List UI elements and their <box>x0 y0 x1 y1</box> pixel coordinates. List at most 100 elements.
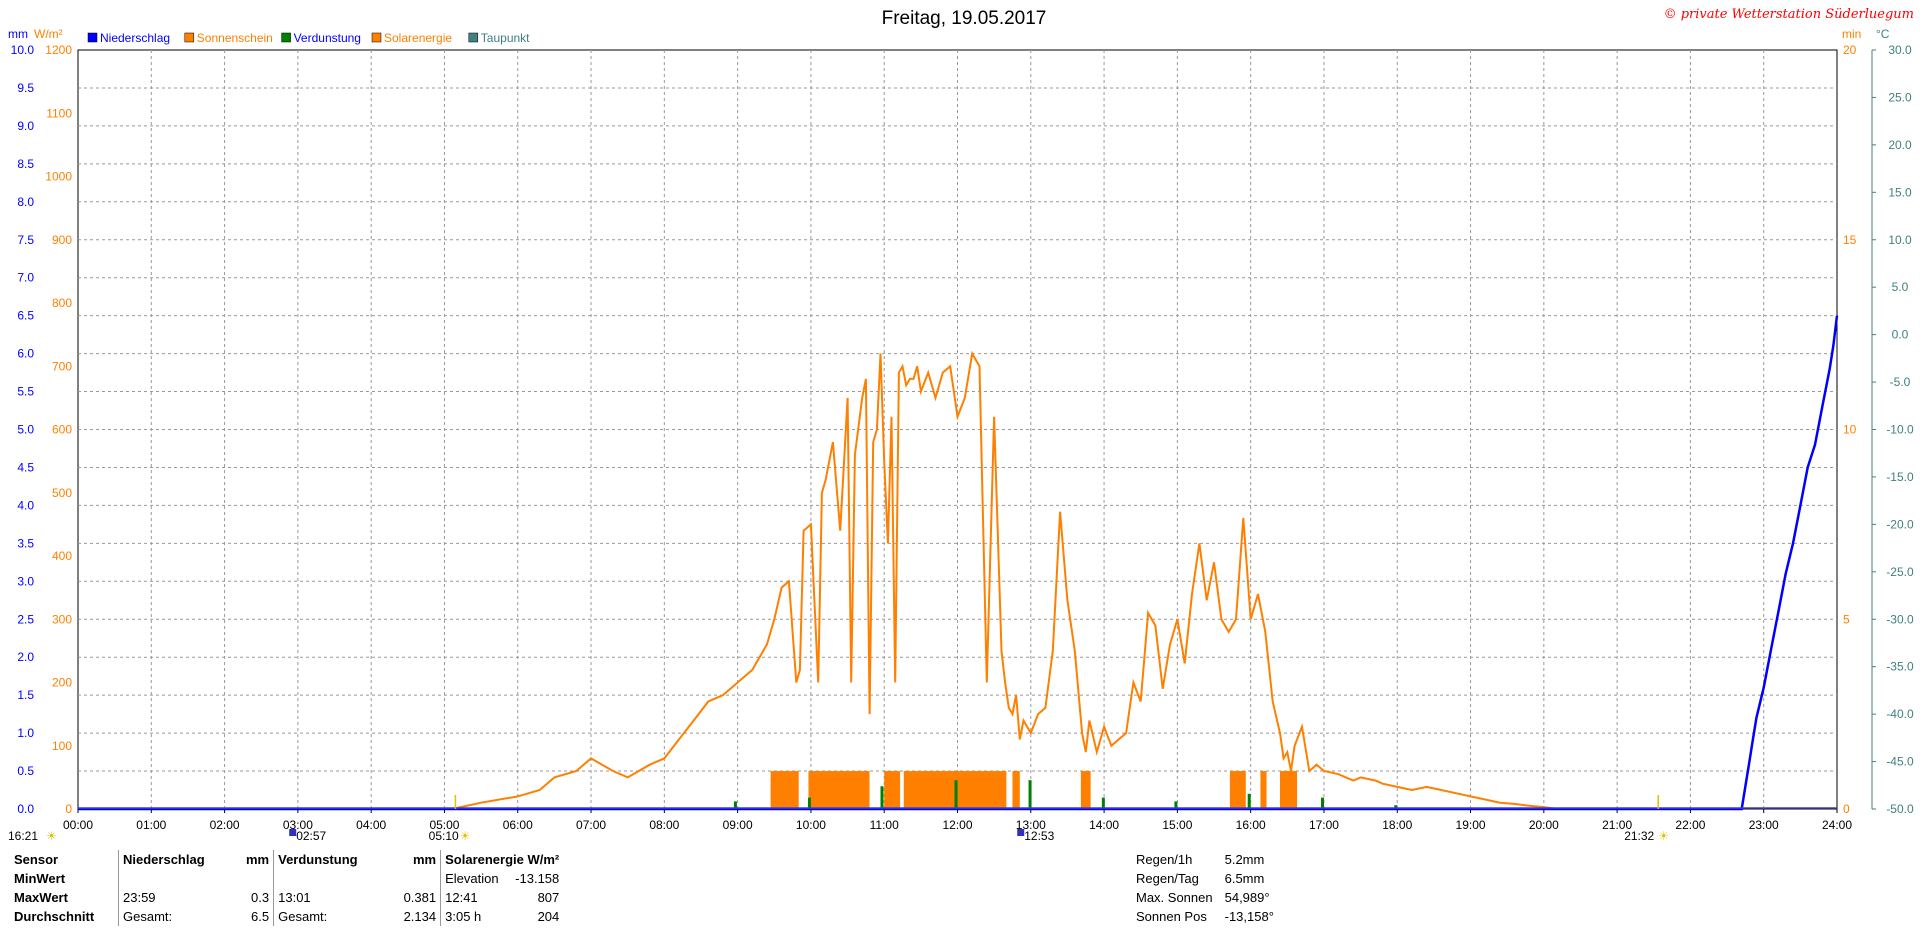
info-value: -13,158° <box>1224 909 1274 924</box>
header-verdunstung-unit: mm <box>413 852 437 867</box>
x-tick-label: 23:00 <box>1749 818 1779 832</box>
min-tick-label: 10 <box>1843 423 1857 437</box>
unit-celsius: °C <box>1876 27 1890 41</box>
cell: 12:41 <box>440 888 507 907</box>
header-niederschlag: Niederschlag <box>118 850 242 869</box>
marker-left-time: 16:21 <box>8 829 38 843</box>
wm2-tick-label: 100 <box>52 739 72 753</box>
info-label: Regen/1h <box>1136 852 1193 867</box>
temp-tick-label: -15.0 <box>1886 470 1914 484</box>
info-row: Sonnen Pos -13,158° <box>1130 907 1280 926</box>
mm-tick-label: 2.0 <box>17 650 34 664</box>
stats-row-min: MinWert Elevation -13.158 <box>10 869 563 888</box>
mm-tick-label: 3.5 <box>17 536 34 550</box>
header-sensor: Sensor <box>14 852 59 867</box>
mm-tick-label: 9.0 <box>17 119 34 133</box>
info-label: Sonnen Pos <box>1136 909 1207 924</box>
cell: 204 <box>537 909 560 924</box>
temp-tick-label: -25.0 <box>1886 565 1914 579</box>
x-tick-label: 22:00 <box>1675 818 1705 832</box>
cell: 807 <box>537 890 560 905</box>
mm-tick-label: 7.0 <box>17 271 34 285</box>
x-tick-label: 17:00 <box>1309 818 1339 832</box>
sunshine-bar <box>1229 771 1246 809</box>
x-tick-label: 07:00 <box>576 818 606 832</box>
mm-tick-label: 5.0 <box>17 423 34 437</box>
axes: 00:00 01:00 02:00 03:00 04:00 05:00 06:00 07:00… <box>11 43 1914 832</box>
mm-tick-label: 5.5 <box>17 385 34 399</box>
temp-tick-label: 5.0 <box>1892 280 1909 294</box>
moon-icon <box>1017 829 1025 836</box>
wm2-tick-label: 1000 <box>45 170 72 184</box>
x-tick-label: 01:00 <box>136 818 166 832</box>
marker-sunset: 21:32 <box>1624 829 1654 843</box>
sunshine-bar <box>808 771 870 809</box>
x-tick-label: 06:00 <box>503 818 533 832</box>
wm2-tick-label: 1100 <box>46 106 72 120</box>
wm2-tick-label: 1200 <box>45 43 72 57</box>
mm-tick-label: 9.5 <box>17 81 34 95</box>
temp-tick-label: -20.0 <box>1886 517 1914 531</box>
x-tick-label: 08:00 <box>649 818 679 832</box>
mm-tick-label: 8.0 <box>17 195 34 209</box>
x-tick-label: 09:00 <box>723 818 753 832</box>
temp-tick-label: -40.0 <box>1886 707 1914 721</box>
info-row: Regen/1h 5.2mm <box>1130 850 1280 869</box>
x-tick-label: 18:00 <box>1382 818 1412 832</box>
temp-tick-label: 0.0 <box>1892 328 1909 342</box>
min-tick-label: 15 <box>1843 233 1857 247</box>
min-tick-label: 0 <box>1843 802 1850 816</box>
temp-tick-label: -5.0 <box>1890 375 1911 389</box>
cell: 0.3 <box>251 890 270 905</box>
x-tick-label: 14:00 <box>1089 818 1119 832</box>
x-tick-label: 20:00 <box>1529 818 1559 832</box>
mm-tick-label: 4.5 <box>17 460 34 474</box>
sunshine-bar <box>1279 771 1298 809</box>
cell: 23:59 <box>118 888 242 907</box>
mm-tick-label: 4.0 <box>17 498 34 512</box>
mm-tick-label: 6.5 <box>17 309 34 323</box>
cell: Gesamt: <box>273 907 392 926</box>
info-label: Max. Sonnen <box>1136 890 1213 905</box>
temp-tick-label: -30.0 <box>1886 612 1914 626</box>
unit-wm2: W/m² <box>34 27 63 41</box>
temp-tick-label: -45.0 <box>1886 755 1914 769</box>
sun-icon: ☀ <box>46 829 57 843</box>
mm-tick-label: 0.0 <box>17 802 34 816</box>
sunshine-bar <box>1080 771 1091 809</box>
legend: Niederschlag Sonnenschein Verdunstung Solar… <box>87 31 530 45</box>
wm2-tick-label: 600 <box>52 423 72 437</box>
row-label: MaxWert <box>14 890 68 905</box>
min-tick-label: 20 <box>1843 43 1857 57</box>
evaporation-spike <box>1247 793 1251 809</box>
x-tick-label: 15:00 <box>1162 818 1192 832</box>
evaporation-spike <box>880 786 884 809</box>
x-tick-label: 16:00 <box>1236 818 1266 832</box>
cell: 3:05 h <box>440 907 507 926</box>
temp-tick-label: -35.0 <box>1886 660 1914 674</box>
wm2-tick-label: 200 <box>52 676 72 690</box>
row-label: MinWert <box>14 871 66 886</box>
stats-row-max: MaxWert 23:59 0.3 13:01 0.381 12:41 807 <box>10 888 563 907</box>
mm-tick-label: 1.0 <box>17 726 34 740</box>
evaporation-spike <box>1101 797 1105 809</box>
stats-row-avg: Durchschnitt Gesamt: 6.5 Gesamt: 2.134 3… <box>10 907 563 926</box>
time-markers: 16:21 ☀ 02:57 05:10 ☀ 12:53 21:32 ☀ <box>8 795 1669 843</box>
niederschlag-line <box>78 315 1839 811</box>
header-solar: Solarenergie W/m² <box>440 850 563 869</box>
legend-label: Sonnenschein <box>197 31 273 45</box>
cell: -13.158 <box>515 871 560 886</box>
evaporation-spike <box>1320 797 1324 809</box>
x-tick-label: 21:00 <box>1602 818 1632 832</box>
x-tick-label: 00:00 <box>63 818 93 832</box>
unit-min: min <box>1842 27 1861 41</box>
info-table: Regen/1h 5.2mm Regen/Tag 6.5mm Max. Sonnen… <box>1130 850 1280 926</box>
marker-sun-time: 05:10 <box>429 829 459 843</box>
mm-tick-label: 1.5 <box>17 688 34 702</box>
info-value: 5.2mm <box>1224 852 1265 867</box>
series-lines <box>78 315 1839 811</box>
info-value: 6.5mm <box>1224 871 1265 886</box>
mm-tick-label: 0.5 <box>17 764 34 778</box>
x-tick-label: 04:00 <box>356 818 386 832</box>
temp-tick-label: 25.0 <box>1888 90 1912 104</box>
